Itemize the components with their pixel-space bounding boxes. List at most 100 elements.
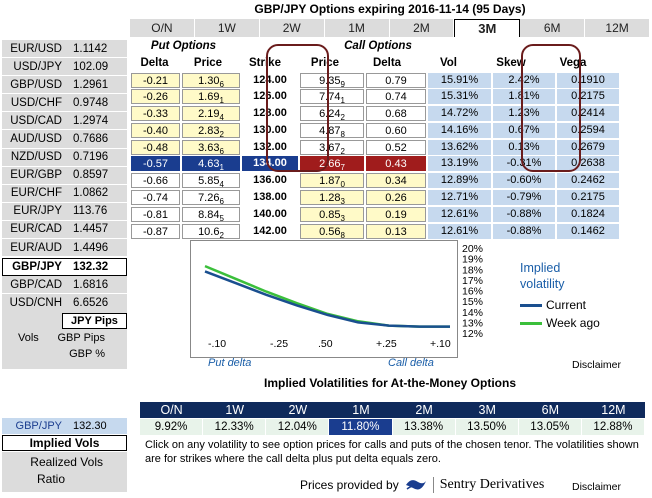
vol-value[interactable]: 14.72% bbox=[428, 106, 491, 122]
vol-value[interactable]: 15.31% bbox=[428, 89, 491, 105]
call-delta[interactable]: 0.74 bbox=[366, 89, 426, 105]
atm-tenor-on[interactable]: O/N bbox=[140, 402, 204, 418]
atm-tenor-6m[interactable]: 6M bbox=[518, 402, 582, 418]
call-delta[interactable]: 0.26 bbox=[366, 190, 426, 206]
pair-row-nzd-usd[interactable]: NZD/USD 0.7196 bbox=[2, 148, 127, 167]
call-delta[interactable]: 0.43 bbox=[366, 156, 426, 172]
call-price[interactable]: 1.870 bbox=[300, 173, 364, 189]
put-price[interactable]: 3.636 bbox=[182, 139, 240, 156]
atm-tenor-3m[interactable]: 3M bbox=[455, 402, 519, 418]
pair-row-gbp-jpy[interactable]: GBP/JPY 132.32 bbox=[2, 258, 127, 277]
pair-row-eur-gbp[interactable]: EUR/GBP 0.8597 bbox=[2, 166, 127, 185]
atm-vol-value[interactable]: 13.50% bbox=[455, 419, 518, 435]
call-delta[interactable]: 0.19 bbox=[366, 206, 426, 222]
gbp-pips-option[interactable]: GBP Pips bbox=[57, 332, 106, 344]
implied-vols-button[interactable]: Implied Vols bbox=[2, 435, 127, 451]
put-delta[interactable]: -0.81 bbox=[131, 206, 180, 222]
atm-vol-value[interactable]: 11.80% bbox=[329, 419, 392, 435]
put-price[interactable]: 8.845 bbox=[182, 206, 240, 223]
tab-1m[interactable]: 1M bbox=[325, 19, 390, 37]
put-delta[interactable]: -0.48 bbox=[131, 139, 180, 155]
vol-value[interactable]: 12.89% bbox=[428, 173, 491, 189]
vol-value[interactable]: 12.61% bbox=[428, 206, 491, 222]
pair-row-usd-cad[interactable]: USD/CAD 1.2974 bbox=[2, 112, 127, 131]
call-price[interactable]: 1.283 bbox=[300, 190, 364, 206]
tab-12m[interactable]: 12M bbox=[585, 19, 650, 37]
put-delta[interactable]: -0.33 bbox=[131, 106, 180, 122]
tab-2w[interactable]: 2W bbox=[260, 19, 325, 37]
chart-frame bbox=[190, 240, 458, 358]
call-price[interactable]: 9.359 bbox=[300, 72, 364, 89]
atm-tenor-2m[interactable]: 2M bbox=[392, 402, 456, 418]
tab-2m[interactable]: 2M bbox=[390, 19, 455, 37]
call-price[interactable]: 3.672 bbox=[300, 139, 364, 156]
call-delta[interactable]: 0.79 bbox=[366, 72, 426, 88]
call-delta[interactable]: 0.60 bbox=[366, 122, 426, 138]
atm-vol-value[interactable]: 13.05% bbox=[518, 419, 581, 435]
vol-value[interactable]: 13.62% bbox=[428, 139, 491, 155]
call-delta[interactable]: 0.34 bbox=[366, 173, 426, 189]
call-price[interactable]: 0.568 bbox=[300, 223, 364, 240]
vol-value[interactable]: 12.71% bbox=[428, 190, 491, 206]
vol-value[interactable]: 14.16% bbox=[428, 122, 491, 138]
pair-row-eur-usd[interactable]: EUR/USD 1.1142 bbox=[2, 40, 127, 59]
put-price[interactable]: 2.832 bbox=[182, 122, 240, 139]
ratio-option[interactable]: Ratio bbox=[36, 472, 65, 486]
call-price[interactable]: 4.878 bbox=[300, 122, 364, 139]
put-delta[interactable]: -0.40 bbox=[131, 122, 180, 138]
jpy-pips-button[interactable]: JPY Pips bbox=[62, 313, 127, 329]
put-delta[interactable]: -0.74 bbox=[131, 190, 180, 206]
vol-value[interactable]: 15.91% bbox=[428, 72, 491, 88]
atm-tenor-2w[interactable]: 2W bbox=[266, 402, 330, 418]
tab-6m[interactable]: 6M bbox=[520, 19, 586, 37]
pair-row-aud-usd[interactable]: AUD/USD 0.7686 bbox=[2, 130, 127, 149]
put-price[interactable]: 7.266 bbox=[182, 190, 240, 206]
put-delta[interactable]: -0.66 bbox=[131, 173, 180, 189]
disclaimer-link-bottom[interactable]: Disclaimer bbox=[572, 481, 622, 493]
vol-value[interactable]: 13.19% bbox=[428, 156, 491, 172]
pair-row-gbp-cad[interactable]: GBP/CAD 1.6816 bbox=[2, 276, 127, 295]
tab-on[interactable]: O/N bbox=[130, 19, 195, 37]
pair-row-usd-cnh[interactable]: USD/CNH 6.6526 bbox=[2, 294, 127, 313]
call-price[interactable]: 7.741 bbox=[300, 89, 364, 105]
put-price[interactable]: 1.691 bbox=[182, 89, 240, 105]
atm-vol-value[interactable]: 12.04% bbox=[266, 419, 329, 435]
put-price[interactable]: 1.306 bbox=[182, 72, 240, 89]
atm-vol-value[interactable]: 12.33% bbox=[203, 419, 266, 435]
pair-row-usd-jpy[interactable]: USD/JPY 102.09 bbox=[2, 58, 127, 77]
call-delta[interactable]: 0.68 bbox=[366, 106, 426, 122]
put-delta[interactable]: -0.87 bbox=[131, 223, 180, 239]
put-price[interactable]: 5.854 bbox=[182, 173, 240, 189]
put-delta[interactable]: -0.26 bbox=[131, 89, 180, 105]
tab-1w[interactable]: 1W bbox=[195, 19, 260, 37]
skew-value: 2.42% bbox=[493, 72, 555, 88]
atm-vol-value[interactable]: 9.92% bbox=[140, 419, 203, 435]
call-delta[interactable]: 0.52 bbox=[366, 139, 426, 155]
pair-row-gbp-usd[interactable]: GBP/USD 1.2961 bbox=[2, 76, 127, 95]
atm-tenor-1w[interactable]: 1W bbox=[203, 402, 267, 418]
atm-pair-value: 132.30 bbox=[73, 420, 107, 432]
put-price[interactable]: 10.62 bbox=[182, 223, 240, 240]
pair-row-eur-cad[interactable]: EUR/CAD 1.4457 bbox=[2, 220, 127, 240]
disclaimer-link[interactable]: Disclaimer bbox=[572, 359, 622, 371]
put-delta[interactable]: -0.21 bbox=[131, 72, 180, 88]
atm-tenor-12m[interactable]: 12M bbox=[581, 402, 645, 418]
pair-row-eur-aud[interactable]: EUR/AUD 1.4496 bbox=[2, 239, 127, 258]
pair-row-eur-jpy[interactable]: EUR/JPY 113.76 bbox=[2, 202, 127, 221]
call-delta[interactable]: 0.13 bbox=[366, 223, 426, 239]
pair-row-usd-chf[interactable]: USD/CHF 0.9748 bbox=[2, 94, 127, 113]
put-price[interactable]: 4.631 bbox=[182, 156, 240, 173]
put-price[interactable]: 2.194 bbox=[182, 106, 240, 122]
vol-value[interactable]: 12.61% bbox=[428, 223, 491, 239]
atm-tenor-1m[interactable]: 1M bbox=[329, 402, 393, 418]
call-price[interactable]: 6.242 bbox=[300, 106, 364, 122]
put-delta[interactable]: -0.57 bbox=[131, 156, 180, 172]
gbp-percent-option[interactable]: GBP % bbox=[69, 348, 105, 360]
atm-vol-value[interactable]: 13.38% bbox=[392, 419, 455, 435]
call-price[interactable]: 0.853 bbox=[300, 206, 364, 223]
tab-3m[interactable]: 3M bbox=[454, 19, 521, 37]
realized-vols-option[interactable]: Realized Vols bbox=[30, 455, 103, 469]
atm-vol-value[interactable]: 12.88% bbox=[581, 419, 644, 435]
pair-rate: 113.76 bbox=[73, 205, 108, 218]
pair-row-eur-chf[interactable]: EUR/CHF 1.0862 bbox=[2, 184, 127, 203]
